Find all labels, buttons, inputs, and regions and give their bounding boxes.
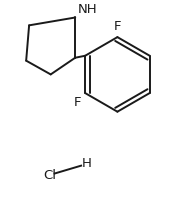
- Text: NH: NH: [78, 3, 98, 16]
- Text: Cl: Cl: [43, 169, 56, 182]
- Text: H: H: [82, 157, 92, 170]
- Text: F: F: [74, 96, 81, 109]
- Text: F: F: [114, 20, 121, 33]
